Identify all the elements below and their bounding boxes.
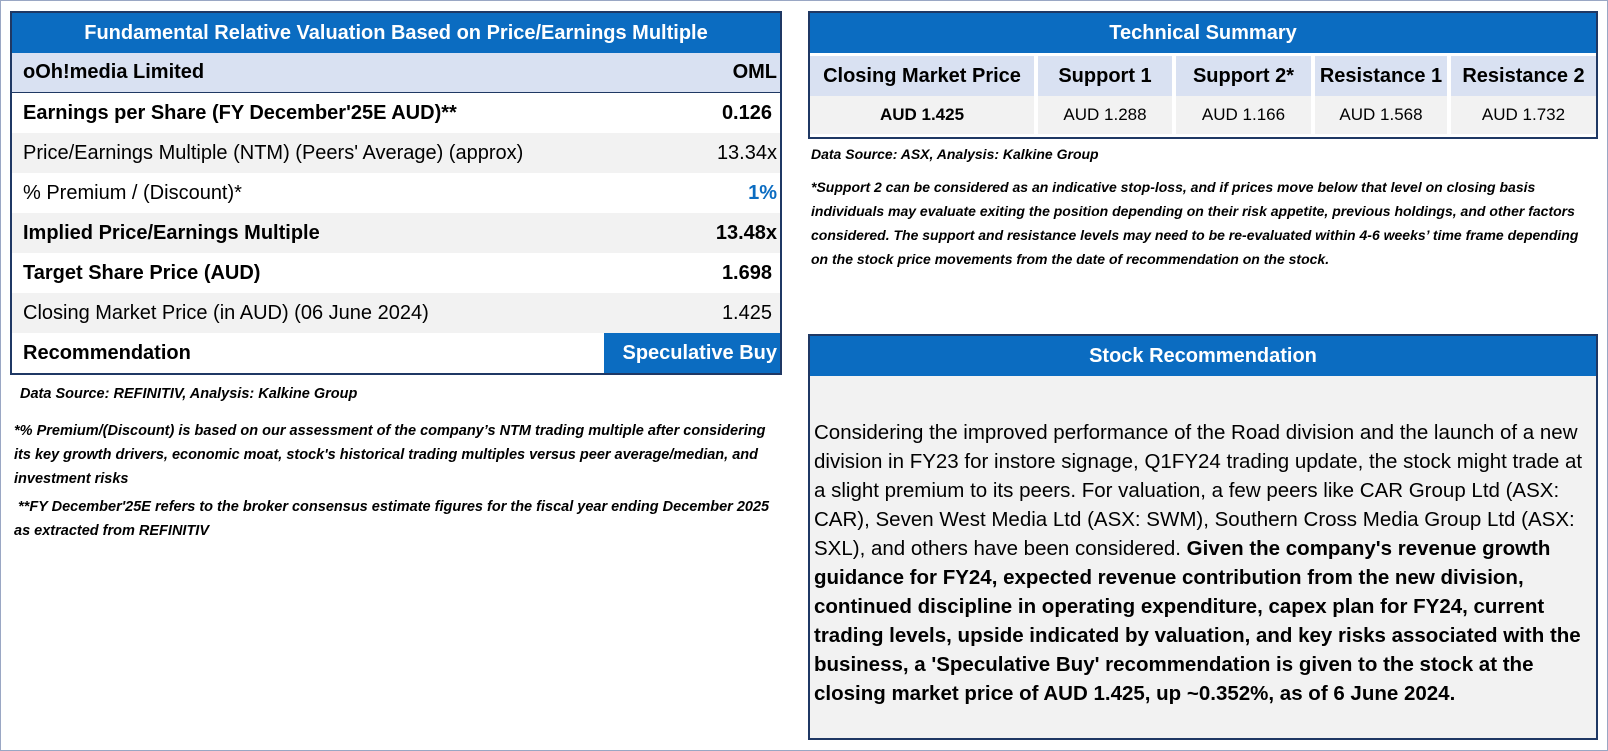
company-row: oOh!media Limited OML: [12, 53, 780, 93]
table-row: Target Share Price (AUD) 1.698: [12, 253, 780, 293]
eps-label: Earnings per Share (FY December'25E AUD)…: [23, 101, 457, 124]
valuation-title: Fundamental Relative Valuation Based on …: [12, 13, 780, 53]
table-row: Closing Market Price (in AUD) (06 June 2…: [12, 293, 780, 333]
table-row: Earnings per Share (FY December'25E AUD)…: [12, 93, 780, 133]
target-price-label: Target Share Price (AUD): [23, 261, 261, 284]
pe-multiple-value: 13.34x: [716, 141, 777, 164]
support2-column: Support 2* AUD 1.166: [1176, 56, 1311, 134]
table-row: Implied Price/Earnings Multiple 13.48x: [12, 213, 780, 253]
support1-cell: AUD 1.288: [1038, 96, 1172, 134]
closing-price-column: Closing Market Price AUD 1.425: [810, 56, 1034, 134]
recommendation-text: Considering the improved performance of …: [814, 421, 1583, 560]
company-ticker: OML: [732, 61, 777, 83]
recommendation-row: Recommendation Speculative Buy: [12, 333, 780, 373]
resistance1-cell: AUD 1.568: [1315, 96, 1447, 134]
premium-value: 1%: [748, 181, 777, 204]
resistance1-column: Resistance 1 AUD 1.568: [1315, 56, 1447, 134]
stock-recommendation: Stock Recommendation Considering the imp…: [808, 334, 1598, 740]
premium-footnote: *% Premium/(Discount) is based on our as…: [14, 423, 766, 487]
recommendation-conclusion: Given the company's revenue growth guida…: [814, 537, 1581, 705]
technical-source: Data Source: ASX, Analysis: Kalkine Grou…: [811, 146, 1099, 162]
table-row: % Premium / (Discount)* 1%: [12, 173, 780, 213]
support1-header: Support 1: [1038, 56, 1172, 96]
recommendation-title: Stock Recommendation: [810, 336, 1596, 376]
resistance2-cell: AUD 1.732: [1451, 96, 1596, 134]
valuation-table: Fundamental Relative Valuation Based on …: [10, 11, 782, 375]
target-price-value: 1.698: [721, 261, 772, 284]
support-footnote: *Support 2 can be considered as an indic…: [811, 179, 1579, 267]
support2-header: Support 2*: [1176, 56, 1311, 96]
valuation-source: Data Source: REFINITIV, Analysis: Kalkin…: [20, 386, 358, 402]
premium-label: % Premium / (Discount)*: [23, 181, 242, 204]
company-name: oOh!media Limited: [23, 61, 205, 83]
technical-title: Technical Summary: [810, 13, 1596, 53]
closing-price-label: Closing Market Price (in AUD) (06 June 2…: [23, 301, 429, 324]
fy-footnote: **FY December'25E refers to the broker c…: [14, 499, 778, 539]
resistance1-header: Resistance 1: [1315, 56, 1447, 96]
resistance2-column: Resistance 2 AUD 1.732: [1451, 56, 1596, 134]
technical-summary: Technical Summary Closing Market Price A…: [808, 11, 1598, 139]
technical-grid: Closing Market Price AUD 1.425 Support 1…: [810, 53, 1596, 137]
table-row: Price/Earnings Multiple (NTM) (Peers' Av…: [12, 133, 780, 173]
implied-pe-value: 13.48x: [715, 221, 777, 244]
closing-price-cell: AUD 1.425: [810, 96, 1034, 134]
closing-price-value: 1.425: [721, 301, 772, 324]
recommendation-label: Recommendation: [23, 341, 191, 364]
pe-multiple-label: Price/Earnings Multiple (NTM) (Peers' Av…: [23, 141, 524, 164]
eps-value: 0.126: [721, 101, 772, 124]
implied-pe-label: Implied Price/Earnings Multiple: [23, 221, 320, 244]
support1-column: Support 1 AUD 1.288: [1038, 56, 1172, 134]
recommendation-badge: Speculative Buy: [604, 333, 780, 373]
support2-cell: AUD 1.166: [1176, 96, 1311, 134]
closing-price-header: Closing Market Price: [810, 56, 1034, 96]
recommendation-body: Considering the improved performance of …: [810, 376, 1596, 708]
resistance2-header: Resistance 2: [1451, 56, 1596, 96]
